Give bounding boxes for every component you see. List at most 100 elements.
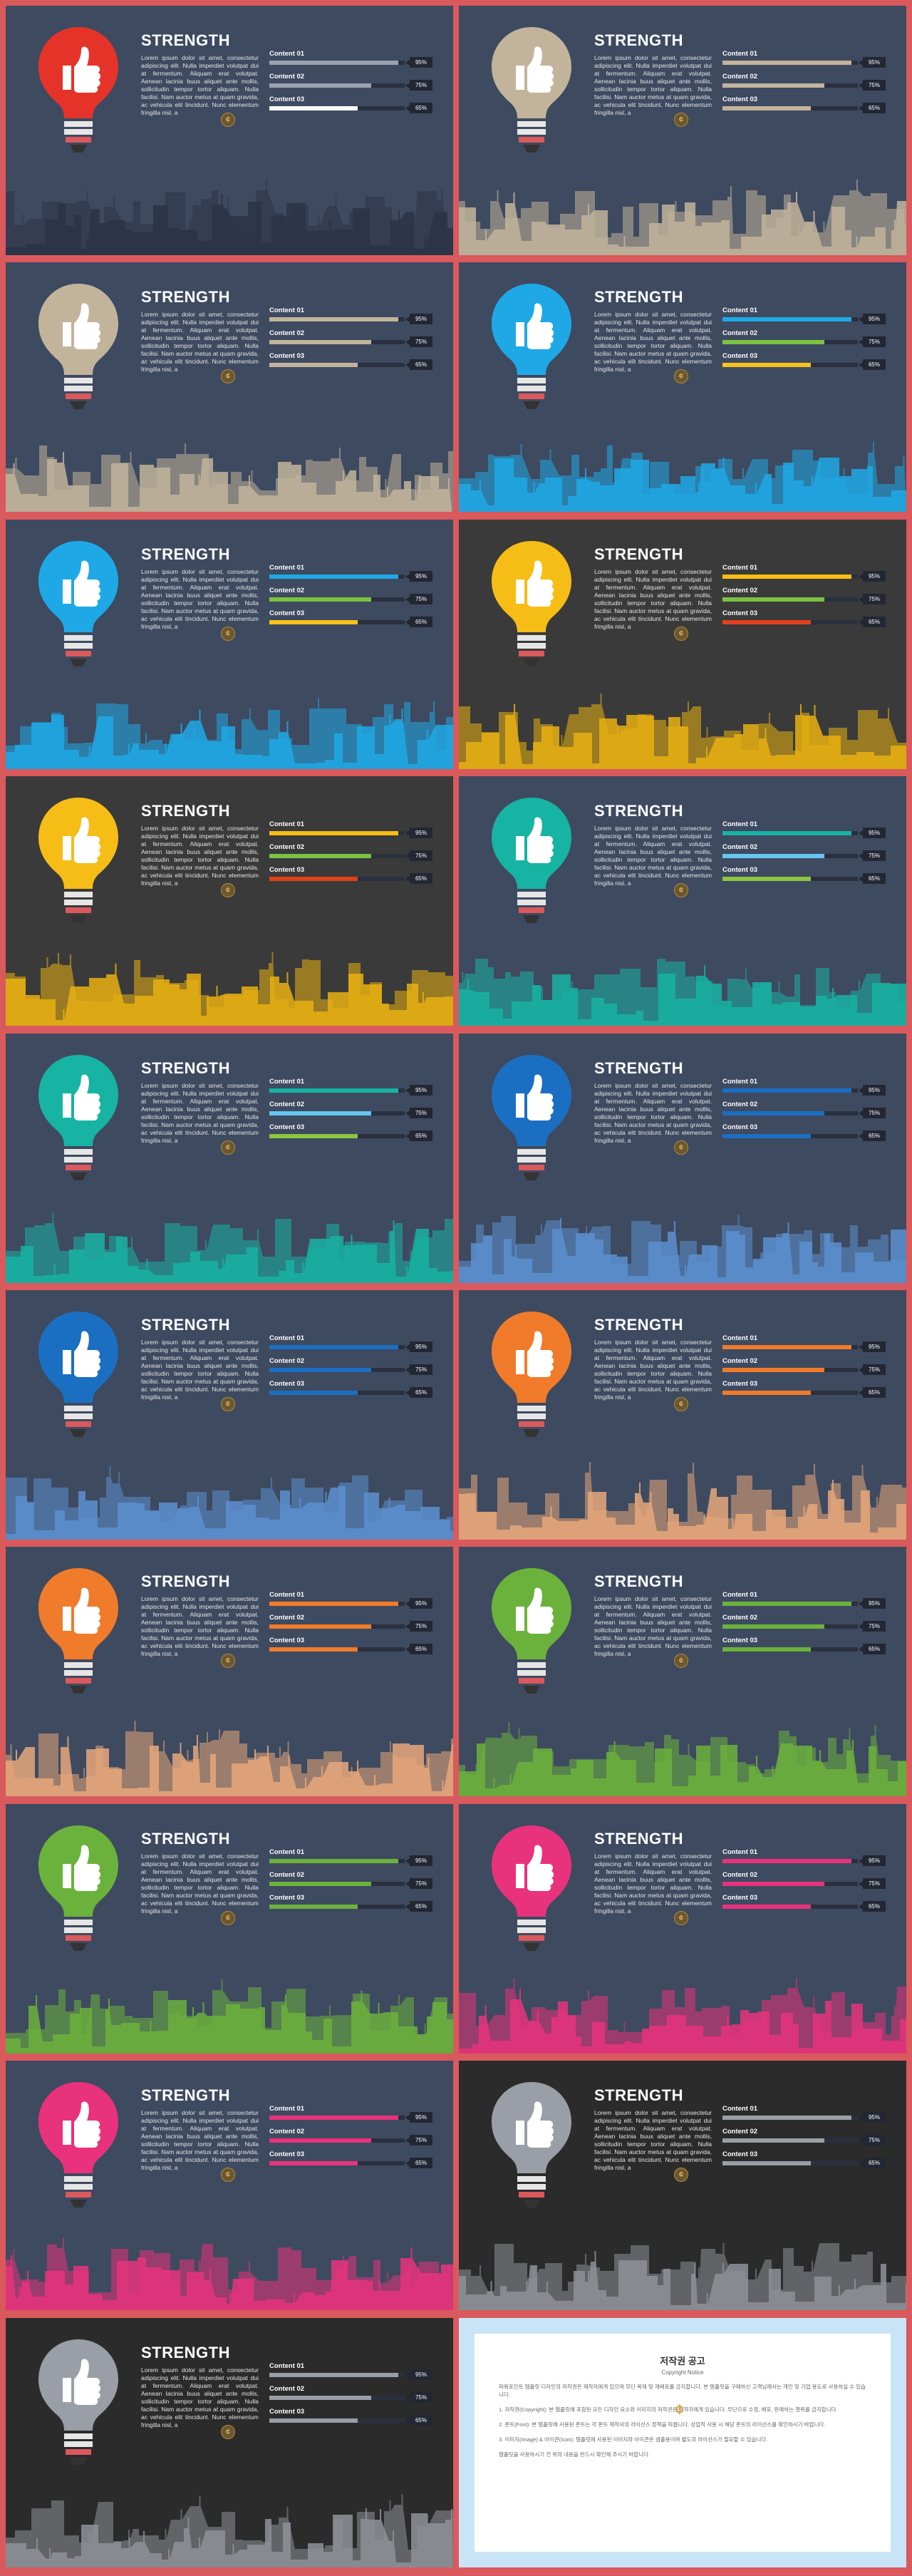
progress-fill (269, 1133, 358, 1138)
progress-percent-badge: 95% (859, 1855, 886, 1866)
lightbulb-thumbs-up-icon (38, 27, 118, 153)
watermark-logo-icon: ¢ (221, 1910, 235, 1925)
watermark-logo-icon: ¢ (674, 2168, 688, 2183)
slide-thumbnail[interactable]: STRENGTH Lorem ipsum dolor sit amet, cons… (459, 1033, 906, 1283)
progress-fill (722, 1624, 824, 1629)
lightbulb-thumbs-up-icon (492, 798, 571, 924)
city-skyline (6, 2237, 453, 2311)
progress-track (269, 1858, 405, 1863)
progress-row: Content 03 65% (722, 2150, 893, 2173)
slide-thumbnail[interactable]: STRENGTH Lorem ipsum dolor sit amet, cons… (459, 776, 906, 1026)
progress-fill (269, 1602, 398, 1607)
progress-fill (722, 1088, 851, 1093)
progress-row: Content 03 65% (722, 96, 893, 118)
slide-thumbnail[interactable]: STRENGTH Lorem ipsum dolor sit amet, cons… (6, 519, 453, 769)
progress-label: Content 03 (722, 1637, 758, 1645)
progress-label: Content 03 (722, 1893, 758, 1902)
slide-thumbnail[interactable]: STRENGTH Lorem ipsum dolor sit amet, cons… (459, 519, 906, 769)
progress-label: Content 03 (722, 609, 758, 617)
progress-row: Content 01 95% (722, 1334, 893, 1357)
progress-percent-badge: 65% (859, 359, 886, 371)
progress-track (722, 363, 858, 368)
slide-thumbnail[interactable]: STRENGTH Lorem ipsum dolor sit amet, cons… (459, 262, 906, 512)
slide-body-text: Lorem ipsum dolor sit amet, consectetur … (594, 1339, 712, 1401)
slide-title: STRENGTH (594, 545, 683, 563)
copyright-title: 저작권 공고 (660, 2355, 705, 2366)
slide-thumbnail[interactable]: STRENGTH Lorem ipsum dolor sit amet, cons… (459, 1290, 906, 1540)
slide-thumbnail[interactable]: STRENGTH Lorem ipsum dolor sit amet, cons… (459, 2061, 906, 2311)
slide-thumbnail[interactable]: STRENGTH Lorem ipsum dolor sit amet, cons… (6, 1033, 453, 1283)
progress-track (722, 1345, 858, 1349)
progress-row: Content 03 65% (722, 866, 893, 889)
city-skyline (6, 952, 453, 1026)
slide-thumbnail[interactable]: STRENGTH Lorem ipsum dolor sit amet, cons… (6, 1290, 453, 1540)
progress-row: Content 03 65% (269, 352, 440, 375)
progress-track (722, 1904, 858, 1909)
progress-percent-badge: 95% (405, 1084, 432, 1096)
watermark-logo-icon: ¢ (674, 1654, 688, 1669)
lightbulb-thumbs-up-icon (38, 1568, 118, 1694)
slide-body-text: Lorem ipsum dolor sit amet, consectetur … (594, 2109, 712, 2172)
progress-percent-badge: 95% (405, 1855, 432, 1866)
slide-body-text: Lorem ipsum dolor sit amet, consectetur … (141, 54, 259, 116)
slide-thumbnail[interactable]: STRENGTH Lorem ipsum dolor sit amet, cons… (6, 262, 453, 512)
slide-thumbnail[interactable]: STRENGTH Lorem ipsum dolor sit amet, cons… (6, 2061, 453, 2311)
slide-thumbnail[interactable]: STRENGTH Lorem ipsum dolor sit amet, cons… (6, 2317, 453, 2567)
lightbulb-thumbs-up-icon (38, 284, 118, 410)
progress-track (269, 340, 405, 345)
slide-title: STRENGTH (594, 31, 683, 49)
progress-label: Content 02 (269, 73, 305, 81)
progress-fill (722, 597, 824, 602)
progress-label: Content 01 (722, 820, 758, 829)
city-skyline (459, 693, 906, 769)
progress-label: Content 03 (722, 352, 758, 361)
progress-track (722, 1602, 858, 1607)
progress-percent-badge: 95% (405, 57, 432, 68)
slide-thumbnail[interactable]: STRENGTH Lorem ipsum dolor sit amet, cons… (6, 776, 453, 1026)
slide-body-text: Lorem ipsum dolor sit amet, consectetur … (594, 1852, 712, 1915)
slide-thumbnail[interactable]: STRENGTH Lorem ipsum dolor sit amet, cons… (6, 1803, 453, 2054)
slide-thumbnail[interactable]: STRENGTH Lorem ipsum dolor sit amet, cons… (459, 1803, 906, 2054)
slide-thumbnail[interactable]: STRENGTH Lorem ipsum dolor sit amet, cons… (6, 1547, 453, 1797)
city-skyline (459, 2243, 906, 2311)
progress-track (722, 1368, 858, 1372)
progress-fill (722, 340, 824, 345)
progress-fill (722, 317, 851, 322)
watermark-logo-icon: ¢ (674, 1140, 688, 1155)
slide-title: STRENGTH (141, 1572, 230, 1591)
progress-track (269, 574, 405, 579)
city-skyline (459, 180, 906, 255)
progress-track (722, 1391, 858, 1395)
progress-track (722, 877, 858, 882)
city-skyline (459, 1214, 906, 1283)
slide-thumbnail[interactable]: STRENGTH Lorem ipsum dolor sit amet, cons… (459, 6, 906, 255)
brand-logo-icon: ¢ (675, 2401, 684, 2418)
progress-fill (269, 83, 371, 88)
progress-label: Content 01 (722, 1334, 758, 1342)
copyright-slide[interactable]: 저작권 공고 Copyright Notice 파워포인트 템플릿 디자인의 저작권… (459, 2317, 906, 2567)
progress-percent-badge: 75% (859, 593, 886, 604)
city-skyline (6, 697, 453, 769)
progress-fill (722, 2138, 824, 2143)
progress-label: Content 02 (722, 329, 758, 338)
progress-bars: Content 01 95% Content 02 75% Content 03 65% (269, 2105, 440, 2173)
progress-bars: Content 01 95% Content 02 75% Content 03 65% (722, 564, 893, 632)
progress-track (269, 1602, 405, 1607)
progress-track (722, 1858, 858, 1863)
slide-body-text: Lorem ipsum dolor sit amet, consectetur … (141, 1852, 259, 1915)
progress-percent-badge: 75% (859, 1877, 886, 1889)
slide-thumbnail[interactable]: STRENGTH Lorem ipsum dolor sit amet, cons… (6, 6, 453, 255)
progress-row: Content 02 75% (269, 1871, 440, 1894)
progress-fill (269, 597, 371, 602)
city-skyline (459, 1977, 906, 2054)
slide-title: STRENGTH (594, 1058, 683, 1077)
slide-thumbnail[interactable]: STRENGTH Lorem ipsum dolor sit amet, cons… (459, 1547, 906, 1797)
progress-fill (269, 831, 398, 836)
city-skyline (459, 1722, 906, 1797)
slide-body-text: Lorem ipsum dolor sit amet, consectetur … (594, 567, 712, 630)
progress-row: Content 02 75% (269, 1357, 440, 1380)
progress-label: Content 03 (269, 352, 305, 361)
progress-label: Content 02 (722, 1870, 758, 1879)
progress-label: Content 03 (269, 2407, 305, 2416)
